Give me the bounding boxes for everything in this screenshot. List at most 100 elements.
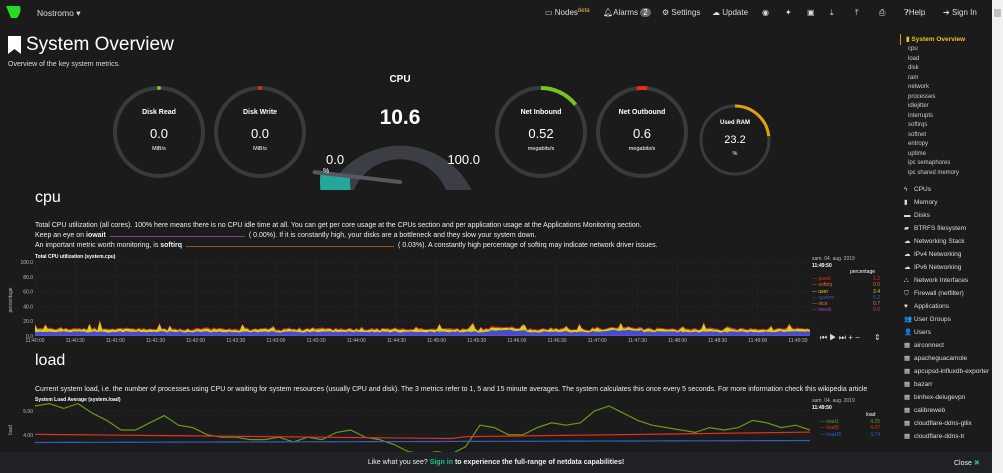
- grid-icon: ▦: [904, 420, 911, 427]
- sidebar-item-cpus[interactable]: ϟ CPUs: [904, 183, 992, 196]
- sidebar-subitem-ipc-shared-memory[interactable]: ipc shared memory: [908, 169, 960, 176]
- legend-label: — load5: [820, 425, 839, 432]
- cpu-chart[interactable]: 100.0 80.0 60.0 40.0 20.0 0.0 percentage 11:40:…: [0, 258, 890, 348]
- sidebar-item-calibreweb[interactable]: ▦ calibreweb: [904, 404, 992, 417]
- sign-in-link[interactable]: Sign in: [429, 459, 454, 466]
- sidebar-item-ipv6-networking[interactable]: ☁ IPv6 Networking: [904, 261, 992, 274]
- legend-item[interactable]: — iowait 0.0: [812, 307, 880, 313]
- sidebar-item-apacheguacamole[interactable]: ▦ apacheguacamole: [904, 352, 992, 365]
- sidebar-item-cloudflare-ddns-gllix[interactable]: ▦ cloudflare-ddns-gllix: [904, 417, 992, 430]
- sidebar-item-memory[interactable]: ▮ Memory: [904, 196, 992, 209]
- disk-read-gauge[interactable]: Disk Read 0.0 MiB/s: [142, 109, 176, 152]
- sidebar-subitem-entropy[interactable]: entropy: [908, 141, 929, 147]
- update-button[interactable]: ☁ Update: [712, 8, 749, 17]
- sidebar-item-networking-stack[interactable]: ☁ Networking Stack: [904, 235, 992, 248]
- sidebar-item-system-overview[interactable]: ▮ System Overview: [900, 34, 992, 45]
- sidebar-item-firewall-netfilter-[interactable]: ⛉ Firewall (netfilter): [904, 287, 992, 300]
- softirq-note: An important metric worth monitoring, is…: [35, 242, 658, 249]
- sidebar-subitem-ipc-semaphores[interactable]: ipc semaphores: [908, 160, 951, 166]
- twitter-icon[interactable]: ✦: [785, 8, 792, 17]
- facebook-icon[interactable]: ▣: [807, 8, 815, 17]
- sidebar-subitem-softnet[interactable]: softnet: [908, 131, 927, 138]
- net-inbound-gauge[interactable]: Net Inbound 0.52 megabits/s: [520, 109, 562, 152]
- sidebar-item-binhex-delugevpn[interactable]: ▦ binhex-delugevpn: [904, 391, 992, 404]
- help-button[interactable]: ❓︎Help: [904, 8, 926, 17]
- scrollbar[interactable]: [992, 0, 1003, 473]
- legend-item[interactable]: — load1 4.25: [820, 419, 880, 425]
- sidebar-item-label: bazarr: [914, 381, 933, 388]
- load-chart-title: System Load Average (system.load): [35, 397, 121, 403]
- legend-value: 4.07: [870, 425, 880, 432]
- net-outbound-gauge[interactable]: Net Outbound 0.6 megabits/s: [618, 109, 666, 152]
- sign-in-button[interactable]: ➔ Sign In: [943, 8, 977, 17]
- sidebar-item-user-groups[interactable]: 👥 User Groups: [904, 313, 992, 326]
- x-tick-label: 11:40:30: [66, 338, 85, 344]
- disk-icon: ▬: [904, 212, 911, 219]
- grid-icon: ▦: [904, 342, 911, 349]
- github-icon[interactable]: ◉: [762, 8, 769, 17]
- legend-item[interactable]: — user 3.4: [812, 289, 880, 295]
- sidebar-item-disks[interactable]: ▬ Disks: [904, 209, 992, 222]
- legend-item[interactable]: — guest 1.2: [812, 276, 880, 282]
- sidebar-subitem-ram[interactable]: ram: [908, 74, 919, 81]
- sidebar-subitem-softirqs[interactable]: softirqs: [908, 122, 928, 128]
- sidebar-item-btrfs-filesystem[interactable]: ▰ BTRFS filesystem: [904, 222, 992, 235]
- legend-title: load: [866, 412, 876, 418]
- signin-banner: Like what you see? Sign in to experience…: [0, 452, 992, 473]
- sidebar-subitem-disk[interactable]: disk: [908, 65, 919, 71]
- heartbeat-icon: ♥: [904, 303, 908, 310]
- sidebar-item-bazarr[interactable]: ▦ bazarr: [904, 378, 992, 391]
- cpu-area-2: [35, 320, 810, 333]
- sidebar-subitem-cpu[interactable]: cpu: [908, 46, 918, 52]
- scrollbar-thumb[interactable]: [994, 9, 1001, 17]
- legend-item[interactable]: — softirq 0.0: [812, 282, 880, 288]
- netdata-logo-icon[interactable]: [6, 6, 22, 18]
- cpu-gauge[interactable]: CPU 10.6 0.0 100.0%: [323, 74, 480, 175]
- sidebar: ▮ System Overview cpu load disk ram network p…: [900, 34, 992, 443]
- sitemap-icon: ⛬: [904, 277, 909, 284]
- sidebar-item-network-interfaces[interactable]: ⛬ Network Interfaces: [904, 274, 992, 287]
- x-tick-label: 11:44:30: [387, 338, 406, 344]
- sidebar-subitem-uptime[interactable]: uptime: [908, 150, 927, 157]
- chart-date: sam. 04. aug. 2019: [812, 256, 855, 262]
- sidebar-item-ipv4-networking[interactable]: ☁ IPv4 Networking: [904, 248, 992, 261]
- chart-controls[interactable]: ⏮ ▶ ⏭ + − ⇕: [820, 333, 881, 342]
- close-button[interactable]: Close ✖: [954, 460, 980, 467]
- sidebar-subitem-idlejitter[interactable]: idlejitter: [908, 103, 929, 109]
- alarms-button[interactable]: 🔔︎Alarms 2: [603, 8, 651, 17]
- cpu-description: Total CPU utilization (all cores). 100% …: [35, 222, 642, 229]
- upload-icon[interactable]: ⤒: [855, 8, 859, 17]
- gauges: [113, 86, 771, 190]
- download-icon[interactable]: ⤓: [830, 8, 834, 17]
- sidebar-item-cloudflare-ddns-tr[interactable]: ▦ cloudflare-ddns-tr: [904, 430, 992, 443]
- legend-item[interactable]: — system 5.2: [812, 295, 880, 301]
- cpu-area-1: [35, 329, 810, 336]
- print-icon[interactable]: ⎙: [879, 8, 886, 17]
- grid-icon: ▦: [904, 394, 911, 401]
- disk-write-gauge[interactable]: Disk Write 0.0 MiB/s: [242, 109, 278, 152]
- settings-button[interactable]: ⚙ Settings: [662, 8, 701, 17]
- legend-item[interactable]: — load5 4.07: [820, 425, 880, 431]
- x-tick-label: 11:46:30: [547, 338, 566, 344]
- sidebar-subitem-load[interactable]: load: [908, 55, 920, 62]
- sidebar-item-label: calibreweb: [914, 407, 946, 414]
- gauge-dot: [258, 86, 262, 90]
- nodes-button[interactable]: ▭ Nodesbeta: [545, 8, 590, 17]
- sidebar-item-users[interactable]: 👤 Users: [904, 326, 992, 339]
- sidebar-item-airconnect[interactable]: ▦ airconnect: [904, 339, 992, 352]
- host-menu[interactable]: Nostromo ▾: [37, 8, 81, 18]
- legend-item[interactable]: — nice 0.7: [812, 301, 880, 307]
- sidebar-subitem-network[interactable]: network: [908, 84, 930, 90]
- sidebar-item-label: Network Interfaces: [914, 277, 969, 284]
- used-ram-gauge[interactable]: Used RAM 23.2%: [719, 120, 750, 157]
- sidebar-item-label: cloudflare-ddns-tr: [914, 433, 965, 440]
- sidebar-item-applications[interactable]: ♥ Applications: [904, 300, 992, 313]
- sidebar-subitem-processes[interactable]: processes: [908, 93, 936, 100]
- sidebar-item-apcupsd-influxdb-exporter[interactable]: ▦ apcupsd-influxdb-exporter: [904, 365, 992, 378]
- cloud-icon: ☁: [904, 264, 911, 271]
- x-tick-label: 11:41:30: [146, 338, 165, 344]
- legend-value: 4.25: [870, 419, 880, 425]
- legend-item[interactable]: — load15 3.74: [820, 432, 880, 438]
- sidebar-subitem-interrupts[interactable]: interrupts: [908, 112, 934, 119]
